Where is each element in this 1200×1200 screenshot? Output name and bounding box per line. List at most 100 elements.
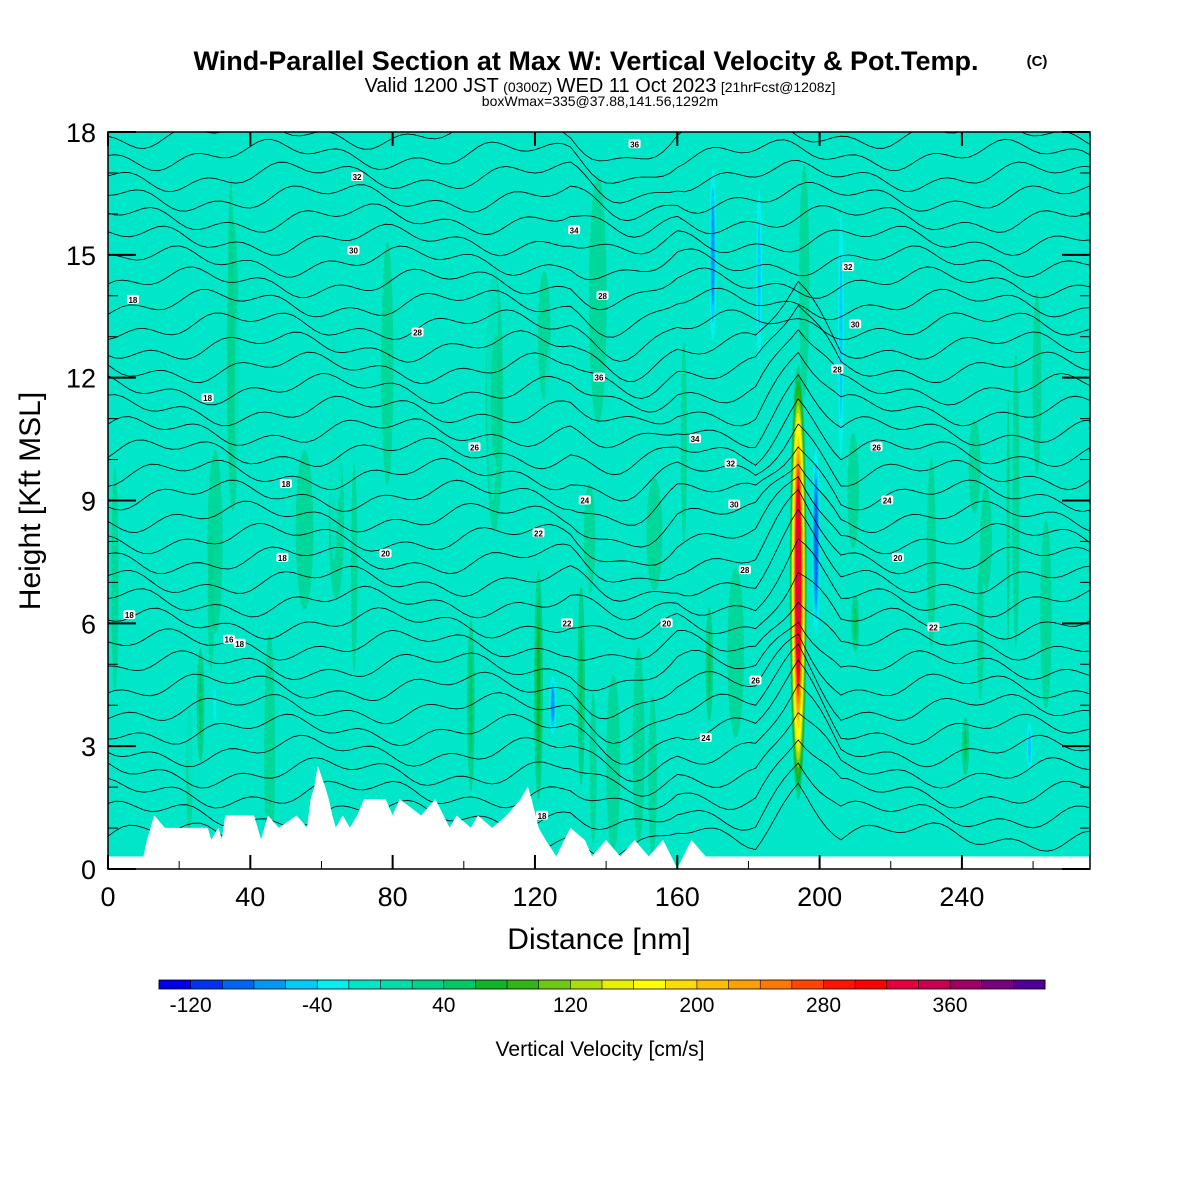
contour-label: 18 bbox=[276, 552, 289, 563]
velocity-streak bbox=[159, 310, 176, 505]
y-tick-label: 12 bbox=[66, 364, 96, 394]
colorbar-tick-label: 200 bbox=[679, 994, 714, 1017]
theta-contour bbox=[108, 397, 1090, 476]
velocity-streak bbox=[1076, 425, 1085, 546]
contour-label-text: 32 bbox=[844, 263, 853, 272]
y-tick-label: 3 bbox=[81, 732, 96, 762]
velocity-streak bbox=[847, 432, 859, 549]
contour-label-text: 32 bbox=[353, 173, 362, 182]
velocity-streak bbox=[277, 531, 285, 845]
theta-contour bbox=[108, 245, 1090, 281]
theta-contour bbox=[108, 601, 1090, 661]
velocity-streak bbox=[1032, 291, 1042, 475]
colorbar-tick-label: 40 bbox=[432, 994, 455, 1017]
theta-contour bbox=[108, 309, 1090, 362]
velocity-streak bbox=[207, 533, 215, 671]
contour-label: 18 bbox=[126, 294, 139, 305]
colorbar-swatch bbox=[317, 980, 350, 989]
velocity-streak bbox=[350, 464, 358, 672]
velocity-streak bbox=[968, 419, 981, 515]
contour-label-text: 36 bbox=[630, 140, 639, 149]
theta-contour bbox=[108, 643, 1090, 744]
colorbar-swatch bbox=[823, 980, 856, 989]
velocity-streak bbox=[980, 486, 992, 590]
contour-label-text: 18 bbox=[235, 640, 244, 649]
contour-label-text: 16 bbox=[225, 636, 234, 645]
theta-contour bbox=[108, 423, 1090, 502]
theta-contour bbox=[108, 572, 1090, 640]
velocity-streak bbox=[1040, 519, 1052, 710]
colorbar-swatch bbox=[791, 980, 824, 989]
velocity-streak bbox=[264, 633, 276, 869]
theta-contour bbox=[108, 287, 1090, 338]
colorbar-swatch bbox=[665, 980, 698, 989]
colorbar-swatch bbox=[380, 980, 413, 989]
contour-label-text: 34 bbox=[570, 226, 579, 235]
forecast-info: [21hrFcst@1208z] bbox=[721, 79, 836, 95]
colorbar-tick-label: -40 bbox=[302, 994, 332, 1017]
colorbar: -120 -40 40 120 200 280 360 bbox=[158, 979, 1046, 1017]
velocity-streak bbox=[680, 341, 687, 545]
contour-label: 28 bbox=[596, 290, 609, 301]
colorbar-swatch bbox=[285, 980, 318, 989]
velocity-cell bbox=[707, 631, 711, 698]
velocity-cell bbox=[963, 729, 967, 763]
x-tick-label: 200 bbox=[797, 882, 842, 912]
theta-contour bbox=[108, 138, 1090, 184]
colorbar-swatch bbox=[950, 980, 983, 989]
velocity-cell bbox=[1006, 398, 1010, 644]
contour-label: 32 bbox=[724, 458, 737, 469]
contour-label-text: 18 bbox=[125, 611, 134, 620]
velocity-streak bbox=[543, 341, 559, 506]
theta-contour bbox=[108, 463, 1090, 548]
contour-label: 34 bbox=[689, 434, 702, 444]
x-tick-label: 80 bbox=[378, 882, 408, 912]
contour-label-text: 26 bbox=[751, 677, 760, 686]
contour-label: 32 bbox=[351, 172, 364, 182]
contour-label: 26 bbox=[870, 442, 883, 452]
velocity-cell bbox=[757, 217, 761, 333]
contour-label: 18 bbox=[233, 638, 246, 649]
colorbar-swatch bbox=[760, 980, 793, 989]
contour-label: 24 bbox=[881, 495, 894, 506]
colorbar-swatch bbox=[886, 980, 919, 989]
colorbar-swatch bbox=[253, 980, 286, 989]
colorbar-swatch bbox=[728, 980, 761, 989]
velocity-streak bbox=[589, 692, 597, 844]
theta-contour bbox=[108, 182, 1090, 222]
contour-label: 22 bbox=[532, 528, 545, 538]
contour-label: 18 bbox=[201, 393, 214, 403]
contour-label: 18 bbox=[536, 810, 549, 821]
terrain-mask bbox=[108, 766, 1090, 869]
x-tick-label: 0 bbox=[100, 882, 115, 912]
contour-label-text: 32 bbox=[726, 460, 735, 469]
velocity-cell bbox=[795, 492, 801, 673]
contour-label: 22 bbox=[927, 622, 940, 632]
velocity-streak bbox=[632, 647, 645, 844]
theta-contour bbox=[108, 488, 1090, 583]
velocity-streak bbox=[111, 466, 119, 693]
colorbar-swatch bbox=[570, 980, 603, 989]
contour-label-text: 18 bbox=[278, 554, 287, 563]
x-tick-label: 240 bbox=[939, 882, 984, 912]
velocity-streak bbox=[124, 319, 133, 606]
velocity-streak bbox=[490, 335, 502, 462]
colorbar-swatch bbox=[538, 980, 571, 989]
contour-label-text: 20 bbox=[381, 550, 390, 559]
y-tick-label: 15 bbox=[66, 241, 96, 271]
x-tick-label: 120 bbox=[512, 882, 557, 912]
velocity-streak bbox=[998, 276, 1015, 602]
contour-label-text: 18 bbox=[281, 480, 290, 489]
contour-label-text: 18 bbox=[128, 296, 137, 305]
colorbar-swatch bbox=[602, 980, 634, 989]
velocity-streak bbox=[762, 607, 774, 732]
colorbar-swatch bbox=[507, 980, 540, 989]
contour-label: 36 bbox=[628, 139, 641, 149]
velocity-streak bbox=[606, 674, 621, 852]
y-tick-label: 18 bbox=[66, 118, 96, 148]
velocity-streak bbox=[376, 560, 388, 700]
contour-label: 30 bbox=[728, 499, 741, 510]
theta-contour bbox=[108, 132, 1090, 162]
velocity-streak bbox=[406, 469, 418, 567]
